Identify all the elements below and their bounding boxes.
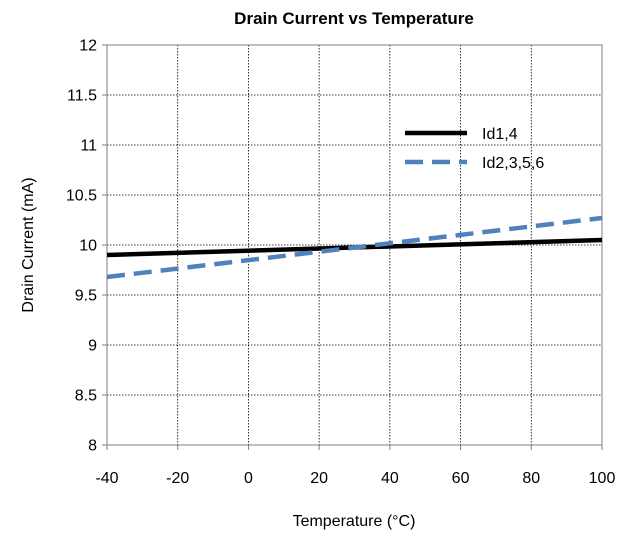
series <box>106 215 603 280</box>
x-tick-label: -40 <box>95 470 118 487</box>
y-tick-label: 12 <box>79 38 97 55</box>
y-tick-label: 8 <box>88 438 97 455</box>
x-axis-label: Temperature (°C) <box>293 513 416 530</box>
legend: Id1,4 Id2,3,5,6 <box>405 126 544 172</box>
chart-title: Drain Current vs Temperature <box>234 9 474 28</box>
y-tick-label: 10 <box>79 238 97 255</box>
x-tick-label: 100 <box>589 470 616 487</box>
x-tick-label: -20 <box>166 470 189 487</box>
legend-label-2: Id2,3,5,6 <box>482 155 544 172</box>
legend-label-1: Id1,4 <box>482 126 518 143</box>
y-tick-label: 9.5 <box>75 288 97 305</box>
x-axis-ticks: -40 -20 0 20 40 60 80 100 <box>95 445 615 487</box>
y-axis-label: Drain Current (mA) <box>20 177 37 312</box>
y-axis-ticks: 8 8.5 9 9.5 10 10.5 11 11.5 12 <box>66 38 107 455</box>
x-tick-label: 80 <box>522 470 540 487</box>
y-tick-label: 10.5 <box>66 188 97 205</box>
grid <box>107 45 602 445</box>
x-tick-label: 20 <box>310 470 328 487</box>
series-line-2 <box>106 215 603 280</box>
x-tick-label: 0 <box>244 470 253 487</box>
y-tick-label: 11.5 <box>67 88 97 105</box>
x-tick-label: 40 <box>381 470 399 487</box>
x-tick-label: 60 <box>452 470 470 487</box>
y-tick-label: 9 <box>88 338 97 355</box>
y-tick-label: 11 <box>80 138 97 155</box>
y-tick-label: 8.5 <box>75 388 97 405</box>
